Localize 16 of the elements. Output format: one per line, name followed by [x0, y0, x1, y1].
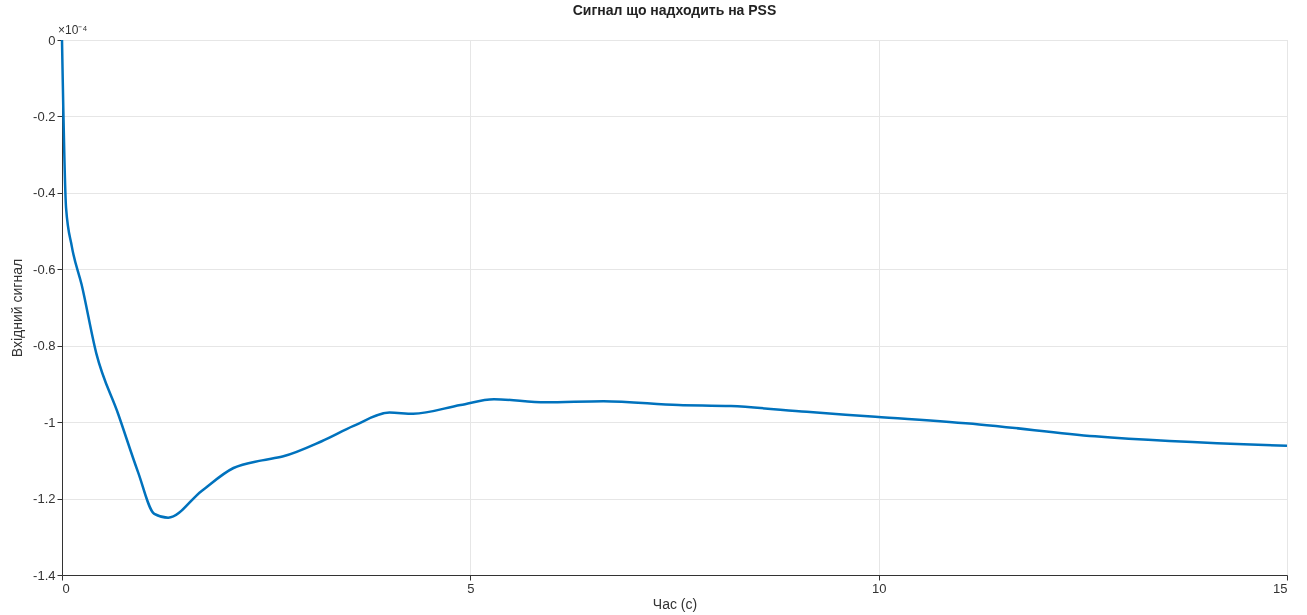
- y-tick-label: -1.2: [33, 491, 56, 507]
- text: ×10⁻⁴: [58, 23, 88, 37]
- y-tick-label: -1: [43, 414, 56, 430]
- y-tick-label: -0.6: [33, 261, 56, 277]
- y-tick-label: -0.8: [33, 338, 56, 354]
- x-tick-label: 10: [871, 580, 887, 596]
- chart-title: Сигнал що надходить на PSS: [572, 2, 777, 18]
- x-tick-label: 15: [1273, 580, 1288, 596]
- x-tick-label: 0: [62, 580, 70, 596]
- y-tick-label: -1.4: [33, 567, 56, 583]
- y-tick-label: -0.2: [33, 108, 56, 124]
- x-axis-title: Час (с): [652, 595, 698, 612]
- y-axis-title: Вхідний сигнал: [9, 258, 26, 358]
- y-tick-label: -0.4: [33, 185, 56, 201]
- x-tick-label: 5: [467, 580, 475, 596]
- y-tick-label: 0: [48, 32, 56, 48]
